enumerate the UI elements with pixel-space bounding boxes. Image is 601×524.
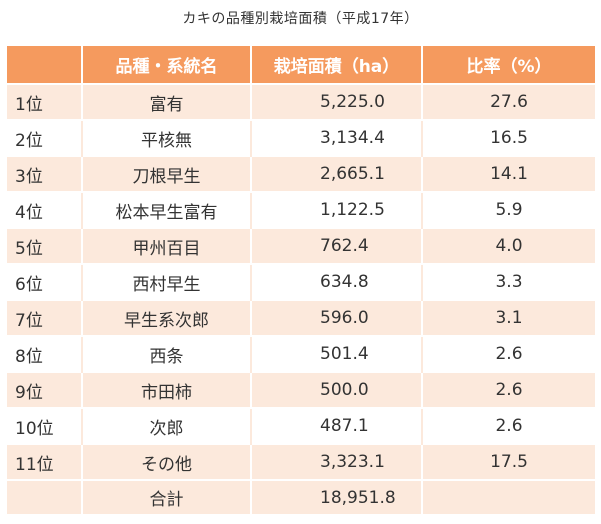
area-cell: 487.1 bbox=[251, 407, 423, 444]
total-row: 合計 18,951.8 bbox=[7, 479, 595, 514]
ratio-cell: 27.6 bbox=[422, 83, 595, 120]
name-cell: 西条 bbox=[82, 335, 252, 372]
cultivar-area-table: 品種・系統名 栽培面積（ha） 比率（%） 1位 富有 5,225.0 27.6… bbox=[7, 46, 595, 514]
ratio-cell: 4.0 bbox=[422, 227, 595, 264]
table-body: 1位 富有 5,225.0 27.6 2位 平核無 3,134.4 16.5 3… bbox=[7, 83, 595, 514]
table-row: 8位 西条 501.4 2.6 bbox=[7, 335, 595, 372]
area-value: 501.4 bbox=[320, 344, 369, 364]
area-value: 634.8 bbox=[320, 272, 369, 292]
name-cell: 平核無 bbox=[82, 119, 252, 156]
rank-cell: 3位 bbox=[7, 155, 83, 192]
area-cell: 762.4 bbox=[251, 227, 423, 264]
area-value: 2,665.1 bbox=[320, 164, 385, 184]
name-cell: 刀根早生 bbox=[82, 155, 252, 192]
total-name-cell: 合計 bbox=[82, 479, 252, 514]
area-value: 3,134.4 bbox=[320, 128, 385, 148]
table-row: 7位 早生系次郎 596.0 3.1 bbox=[7, 299, 595, 336]
area-cell: 3,323.1 bbox=[251, 443, 423, 480]
area-cell: 634.8 bbox=[251, 263, 423, 300]
table-row: 3位 刀根早生 2,665.1 14.1 bbox=[7, 155, 595, 192]
area-value: 5,225.0 bbox=[320, 92, 385, 112]
ratio-cell: 5.9 bbox=[422, 191, 595, 228]
ratio-cell: 2.6 bbox=[422, 335, 595, 372]
total-rank-cell bbox=[7, 479, 83, 514]
name-cell: 富有 bbox=[82, 83, 252, 120]
area-value: 596.0 bbox=[320, 308, 369, 328]
total-area-value: 18,951.8 bbox=[320, 487, 396, 508]
header-row: 品種・系統名 栽培面積（ha） 比率（%） bbox=[7, 46, 595, 84]
table-row: 1位 富有 5,225.0 27.6 bbox=[7, 83, 595, 120]
header-area: 栽培面積（ha） bbox=[251, 46, 423, 84]
rank-cell: 2位 bbox=[7, 119, 83, 156]
name-cell: 市田柿 bbox=[82, 371, 252, 408]
ratio-cell: 14.1 bbox=[422, 155, 595, 192]
rank-cell: 10位 bbox=[7, 407, 83, 444]
area-value: 500.0 bbox=[320, 380, 369, 400]
table-row: 10位 次郎 487.1 2.6 bbox=[7, 407, 595, 444]
name-cell: 早生系次郎 bbox=[82, 299, 252, 336]
name-cell: 甲州百目 bbox=[82, 227, 252, 264]
area-value: 3,323.1 bbox=[320, 452, 385, 472]
rank-cell: 1位 bbox=[7, 83, 83, 120]
header-rank bbox=[7, 46, 83, 84]
area-cell: 1,122.5 bbox=[251, 191, 423, 228]
area-cell: 3,134.4 bbox=[251, 119, 423, 156]
table-row: 11位 その他 3,323.1 17.5 bbox=[7, 443, 595, 480]
ratio-cell: 3.3 bbox=[422, 263, 595, 300]
area-cell: 596.0 bbox=[251, 299, 423, 336]
table-row: 4位 松本早生富有 1,122.5 5.9 bbox=[7, 191, 595, 228]
table-title: カキの品種別栽培面積（平成17年） bbox=[182, 11, 419, 27]
name-cell: 松本早生富有 bbox=[82, 191, 252, 228]
area-value: 1,122.5 bbox=[320, 200, 385, 220]
area-cell: 2,665.1 bbox=[251, 155, 423, 192]
area-cell: 5,225.0 bbox=[251, 83, 423, 120]
total-ratio-cell bbox=[422, 479, 595, 514]
table-row: 9位 市田柿 500.0 2.6 bbox=[7, 371, 595, 408]
ratio-cell: 16.5 bbox=[422, 119, 595, 156]
ratio-cell: 3.1 bbox=[422, 299, 595, 336]
header-ratio: 比率（%） bbox=[422, 46, 595, 84]
rank-cell: 5位 bbox=[7, 227, 83, 264]
rank-cell: 8位 bbox=[7, 335, 83, 372]
ratio-cell: 2.6 bbox=[422, 407, 595, 444]
area-cell: 501.4 bbox=[251, 335, 423, 372]
ratio-cell: 17.5 bbox=[422, 443, 595, 480]
header-name: 品種・系統名 bbox=[82, 46, 252, 84]
area-value: 762.4 bbox=[320, 236, 369, 256]
name-cell: 西村早生 bbox=[82, 263, 252, 300]
total-area-cell: 18,951.8 bbox=[251, 479, 423, 514]
ratio-cell: 2.6 bbox=[422, 371, 595, 408]
table-row: 2位 平核無 3,134.4 16.5 bbox=[7, 119, 595, 156]
table-row: 6位 西村早生 634.8 3.3 bbox=[7, 263, 595, 300]
rank-cell: 4位 bbox=[7, 191, 83, 228]
rank-cell: 7位 bbox=[7, 299, 83, 336]
area-value: 487.1 bbox=[320, 416, 369, 436]
area-cell: 500.0 bbox=[251, 371, 423, 408]
rank-cell: 6位 bbox=[7, 263, 83, 300]
name-cell: 次郎 bbox=[82, 407, 252, 444]
table-row: 5位 甲州百目 762.4 4.0 bbox=[7, 227, 595, 264]
rank-cell: 11位 bbox=[7, 443, 83, 480]
rank-cell: 9位 bbox=[7, 371, 83, 408]
name-cell: その他 bbox=[82, 443, 252, 480]
